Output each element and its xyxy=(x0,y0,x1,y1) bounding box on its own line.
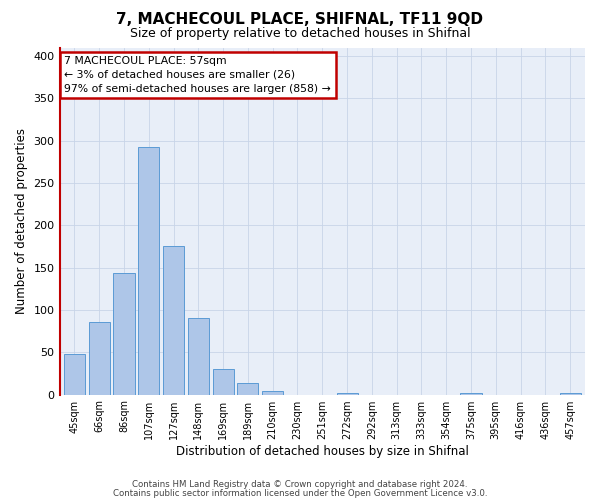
X-axis label: Distribution of detached houses by size in Shifnal: Distribution of detached houses by size … xyxy=(176,444,469,458)
Bar xyxy=(138,146,160,394)
Text: Contains public sector information licensed under the Open Government Licence v3: Contains public sector information licen… xyxy=(113,489,487,498)
Y-axis label: Number of detached properties: Number of detached properties xyxy=(15,128,28,314)
Bar xyxy=(113,272,134,394)
Text: 7 MACHECOUL PLACE: 57sqm
← 3% of detached houses are smaller (26)
97% of semi-de: 7 MACHECOUL PLACE: 57sqm ← 3% of detache… xyxy=(64,56,331,94)
Bar xyxy=(188,318,209,394)
Bar xyxy=(337,393,358,394)
Bar xyxy=(212,369,233,394)
Bar xyxy=(238,382,259,394)
Bar xyxy=(460,393,482,394)
Bar xyxy=(163,246,184,394)
Text: Contains HM Land Registry data © Crown copyright and database right 2024.: Contains HM Land Registry data © Crown c… xyxy=(132,480,468,489)
Bar xyxy=(560,393,581,394)
Text: 7, MACHECOUL PLACE, SHIFNAL, TF11 9QD: 7, MACHECOUL PLACE, SHIFNAL, TF11 9QD xyxy=(116,12,484,28)
Bar xyxy=(64,354,85,395)
Bar xyxy=(89,322,110,394)
Text: Size of property relative to detached houses in Shifnal: Size of property relative to detached ho… xyxy=(130,28,470,40)
Bar xyxy=(262,391,283,394)
